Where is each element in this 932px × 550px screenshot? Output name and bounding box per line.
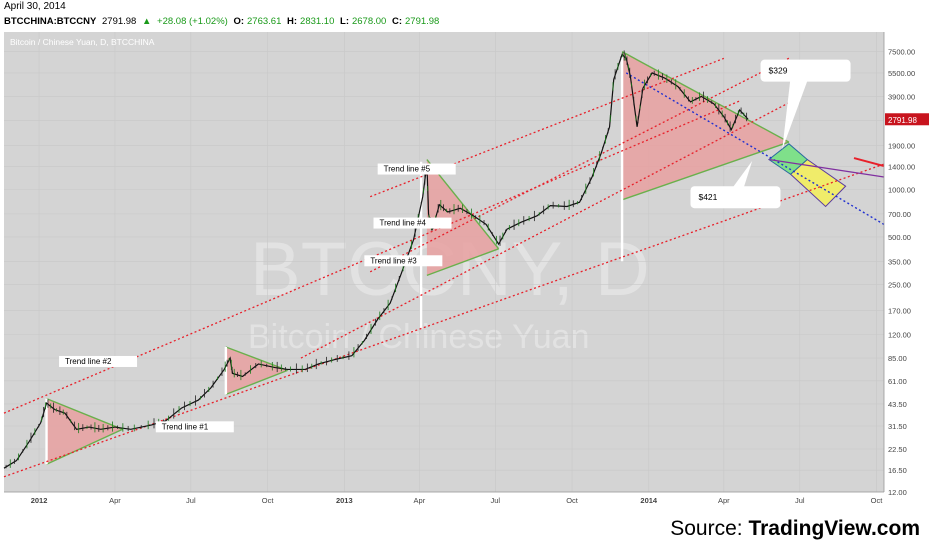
projection-line-blue	[625, 72, 885, 226]
x-tick-label: Apr	[718, 496, 730, 505]
y-tick-label: 250.00	[888, 280, 911, 289]
triangle-pattern	[426, 159, 499, 276]
pattern-fills	[45, 51, 847, 465]
chart-title: Bitcoin / Chinese Yuan, D, BTCCHINA	[10, 37, 155, 47]
source-credit: Source: TradingView.com	[670, 517, 920, 541]
label-box	[155, 421, 234, 433]
y-tick-label: 350.00	[888, 257, 911, 266]
y-tick-label: 31.50	[888, 422, 907, 431]
close-value: 2791.98	[405, 16, 440, 27]
x-tick-label: Oct	[871, 496, 884, 505]
x-tick-label: Apr	[414, 496, 426, 505]
x-tick-label: Jul	[491, 496, 501, 505]
trend-line-label: Trend line #1	[162, 422, 209, 431]
triangle-upper-edge	[46, 397, 123, 430]
projection-line-purple	[768, 158, 885, 178]
y-tick-label: 700.00	[888, 210, 911, 219]
x-tick-label: 2013	[336, 496, 353, 505]
x-tick-label: Apr	[109, 496, 121, 505]
callout-pointer	[782, 77, 809, 150]
triangle-lower-edge	[426, 248, 499, 277]
ticker-bar: BTCCHINA:BTCCNY 2791.98 ▲ +28.08 (+1.02%…	[4, 16, 442, 27]
x-tick-label: Jul	[186, 496, 196, 505]
callout-box	[690, 186, 781, 209]
y-tick-label: 1000.00	[888, 185, 915, 194]
open-value: 2763.61	[247, 16, 282, 27]
last-price-label: 2791.98	[888, 116, 917, 125]
trend-line	[3, 100, 740, 414]
source-brand: TradingView.com	[748, 517, 920, 540]
x-tick-label: Jul	[795, 496, 805, 505]
y-tick-label: 500.00	[888, 233, 911, 242]
y-tick-label: 170.00	[888, 307, 911, 316]
trend-line	[369, 56, 791, 273]
callout-text: $329	[769, 66, 788, 76]
y-tick-label: 7500.00	[888, 48, 915, 57]
y-tick-label: 5500.00	[888, 69, 915, 78]
y-tick-label: 16.50	[888, 466, 907, 475]
label-box	[377, 163, 456, 175]
symbol[interactable]: BTCCHINA:BTCCNY	[4, 16, 97, 27]
chart-date: April 30, 2014	[4, 1, 66, 12]
callout-text: $421	[698, 192, 717, 202]
open-label: O:	[233, 16, 245, 27]
x-tick-label: 2012	[31, 496, 48, 505]
y-tick-label: 22.50	[888, 445, 907, 454]
label-box	[59, 355, 138, 367]
y-tick-label: 43.50	[888, 400, 907, 409]
up-arrow-icon: ▲	[141, 16, 152, 27]
last-price-tag	[885, 113, 929, 126]
last-price: 2791.98	[102, 16, 137, 27]
trend-line-label: Trend line #4	[380, 219, 427, 228]
callout-pointer	[720, 160, 753, 205]
projection-zone-green	[768, 143, 809, 175]
label-box	[373, 217, 452, 229]
trend-line-label: Trend line #3	[370, 256, 417, 265]
y-tick-label: 61.00	[888, 377, 907, 386]
low-label: L:	[340, 16, 349, 27]
trend-line	[300, 101, 791, 359]
y-tick-label: 85.00	[888, 354, 907, 363]
label-box	[364, 255, 443, 267]
triangle-lower-edge	[225, 369, 288, 396]
source-prefix: Source:	[670, 517, 749, 540]
triangle-pattern	[622, 51, 789, 200]
y-tick-label: 3900.00	[888, 92, 915, 101]
triangle-lower-edge	[46, 428, 123, 465]
x-axis: 2012 Apr Jul Oct 2013 Apr Jul Oct 2014 Apr Jul Oct	[4, 491, 884, 505]
y-axis: 7500.005500.003900.002750.001900.001400.…	[883, 32, 929, 497]
y-tick-label: 1900.00	[888, 142, 915, 151]
high-label: H:	[287, 16, 298, 27]
x-tick-label: Oct	[262, 496, 275, 505]
watermark-name: Bitcoin / Chinese Yuan	[248, 318, 590, 356]
trend-line-extension	[853, 157, 885, 168]
x-tick-label: Oct	[566, 496, 579, 505]
annotations: Trend line #1 Trend line #2 Trend line #3 T…	[10, 37, 851, 433]
y-tick-label: 12.00	[888, 488, 907, 497]
trend-line-label: Trend line #5	[384, 165, 431, 174]
triangle-lower-edge	[621, 141, 790, 201]
x-tick-label: 2014	[640, 496, 658, 505]
callout-box	[760, 59, 851, 82]
y-tick-label: 120.00	[888, 331, 911, 340]
low-value: 2678.00	[351, 16, 387, 27]
high-value: 2831.10	[300, 16, 335, 27]
triangle-pattern	[225, 346, 288, 395]
trend-line-label: Trend line #2	[65, 357, 112, 366]
triangle-upper-edge	[621, 51, 790, 143]
close-label: C:	[391, 16, 402, 27]
y-tick-label: 1400.00	[888, 162, 915, 171]
change-value: +28.08 (+1.02%)	[157, 16, 228, 27]
